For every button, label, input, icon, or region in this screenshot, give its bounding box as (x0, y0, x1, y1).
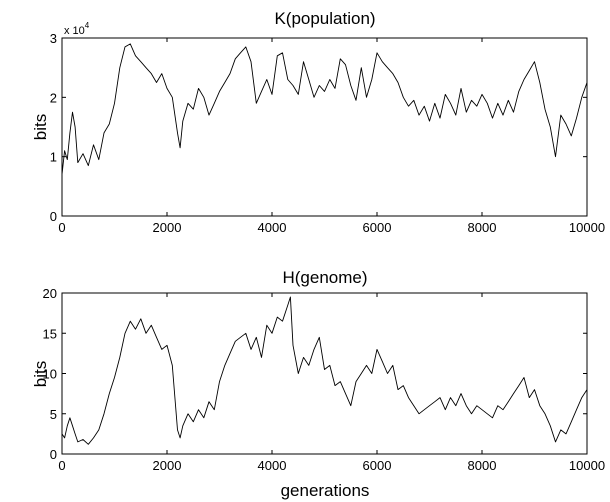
y-multiplier-base: x 10 (64, 25, 85, 37)
x-tick-label: 0 (58, 220, 65, 235)
y-tick-label: 0 (50, 447, 57, 462)
y-multiplier-exponent: 4 (85, 21, 90, 30)
plot-title-k-population: K(population) (274, 9, 375, 28)
y-multiplier-label: x 104 (64, 21, 90, 37)
axis-ticks-top: 0 2000 4000 6000 8000 10000 0 1 2 3 (50, 31, 605, 235)
x-tick-label: 6000 (363, 220, 392, 235)
series-line-k-population (61, 43, 588, 175)
x-tick-label: 6000 (363, 458, 392, 473)
x-tick-label: 10000 (569, 458, 605, 473)
plot-title-h-genome: H(genome) (282, 268, 367, 287)
x-tick-label: 0 (58, 458, 65, 473)
y-tick-label: 0 (50, 209, 57, 224)
plot-area-bottom (61, 292, 588, 455)
y-tick-label: 10 (43, 367, 57, 382)
y-tick-label: 15 (43, 326, 57, 341)
y-axis-label-top: bits (31, 114, 50, 140)
y-tick-label: 2 (50, 90, 57, 105)
axis-ticks-bottom: 0 2000 4000 6000 8000 10000 0 5 10 15 20 (43, 286, 606, 473)
y-axis-label-bottom: bits (31, 361, 50, 387)
plot-h-genome: H(genome) bits 0 2000 4000 6000 8000 10000 0 5 1… (31, 268, 605, 500)
x-tick-label: 2000 (153, 220, 182, 235)
y-tick-label: 20 (43, 286, 57, 301)
plot-k-population: K(population) x 104 bits 0 2000 4000 6000 80… (31, 9, 605, 235)
series-line-h-genome (61, 296, 588, 445)
x-tick-label: 2000 (153, 458, 182, 473)
x-tick-label: 10000 (569, 220, 605, 235)
x-tick-label: 8000 (468, 458, 497, 473)
x-tick-label: 4000 (258, 220, 287, 235)
plot-area-top (61, 37, 588, 217)
x-tick-label: 4000 (258, 458, 287, 473)
x-axis-label: generations (281, 481, 370, 500)
y-tick-label: 5 (50, 407, 57, 422)
y-tick-label: 1 (50, 150, 57, 165)
x-tick-label: 8000 (468, 220, 497, 235)
y-tick-label: 3 (50, 31, 57, 46)
